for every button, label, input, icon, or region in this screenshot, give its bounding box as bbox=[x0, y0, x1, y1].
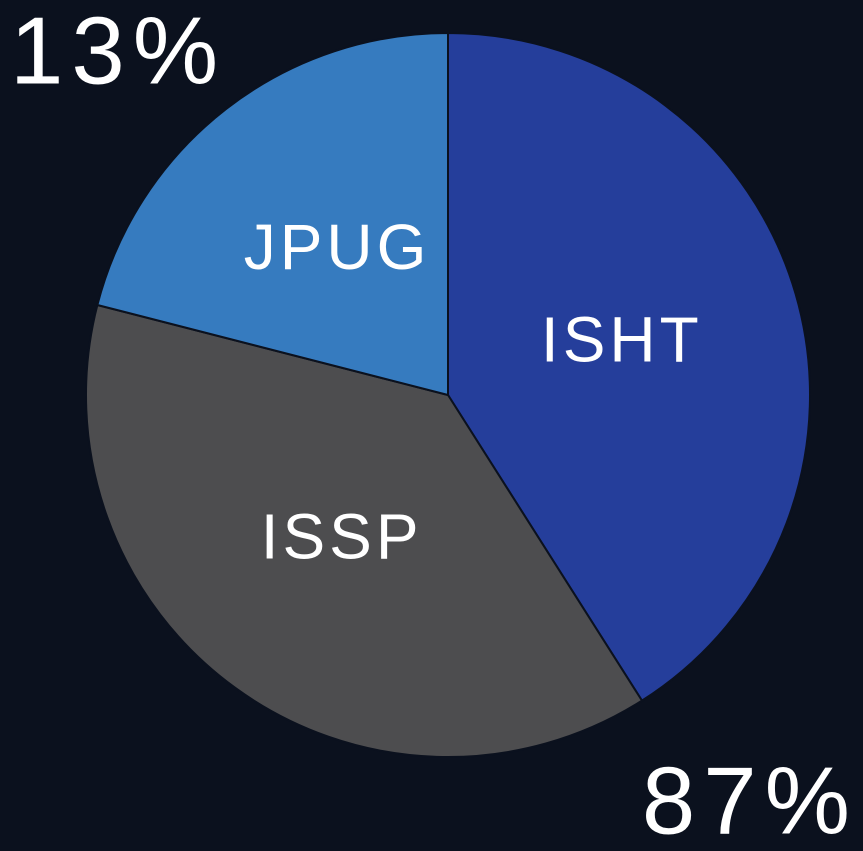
slice-label: ISHT bbox=[541, 303, 703, 375]
annotation: 13% bbox=[10, 0, 226, 104]
slice-label: JPUG bbox=[244, 211, 431, 283]
slice-label: ISSP bbox=[261, 500, 423, 572]
pie-slice bbox=[96, 31, 449, 397]
pie-slice bbox=[447, 31, 811, 703]
annotation: 87% bbox=[642, 747, 858, 851]
pie-slice bbox=[85, 303, 644, 758]
